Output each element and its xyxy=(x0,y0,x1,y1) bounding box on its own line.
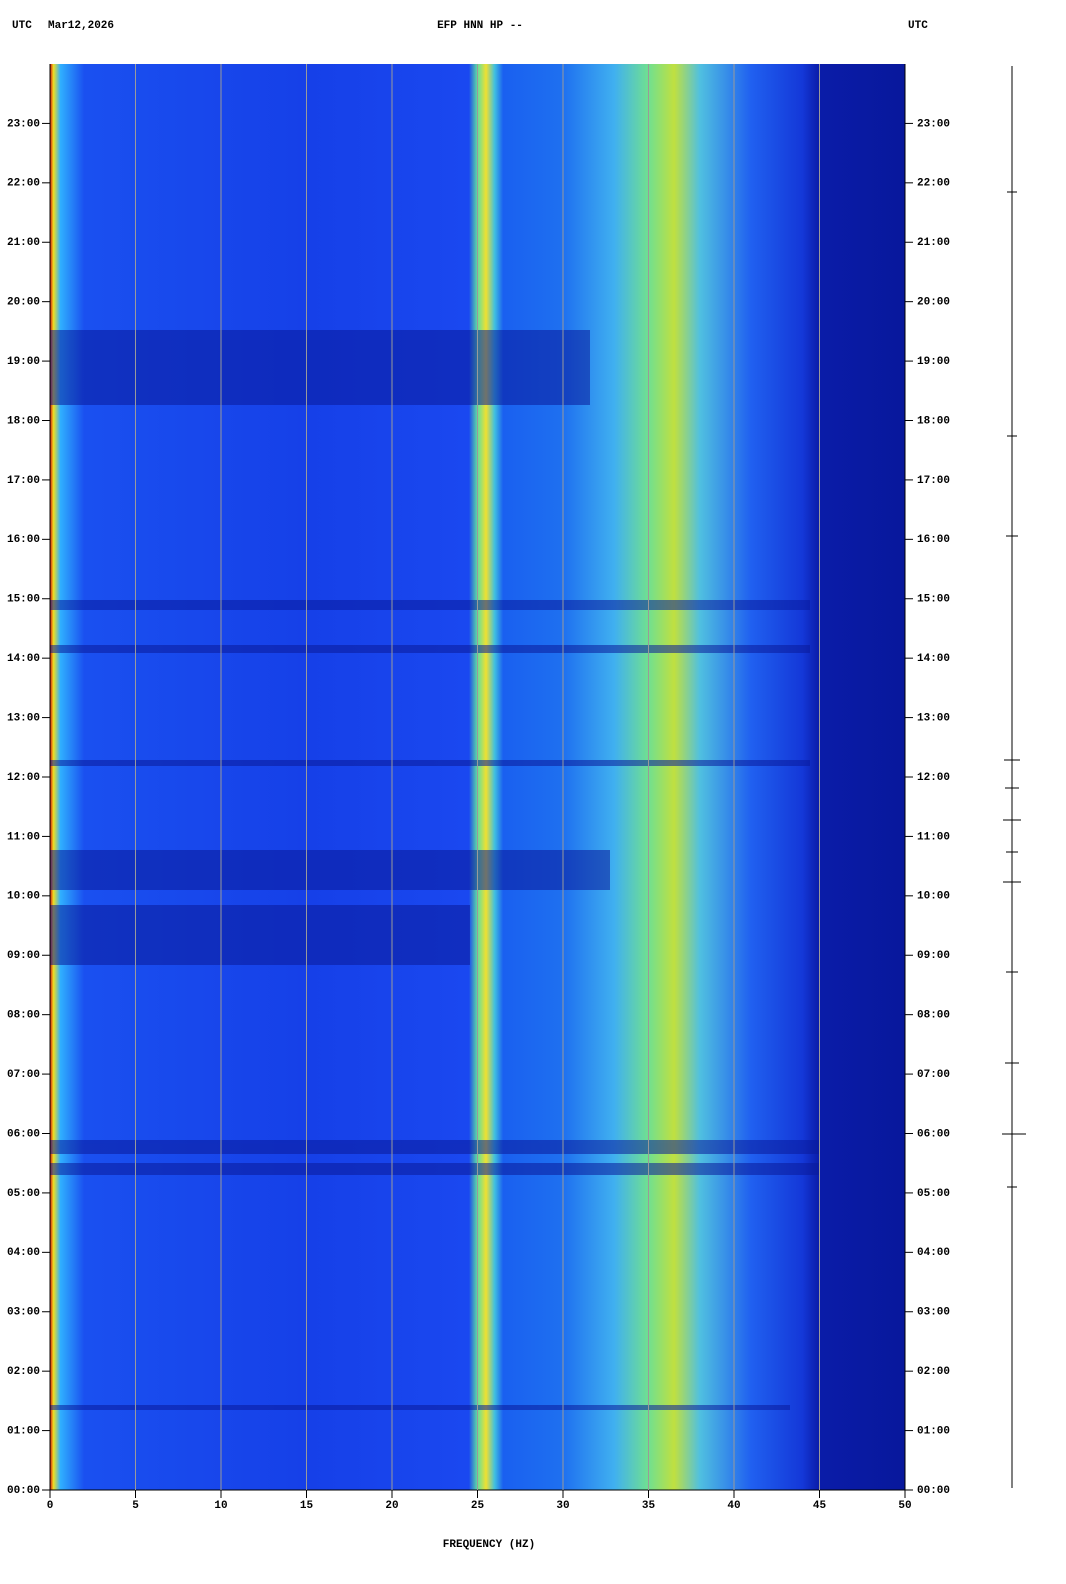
y-tick-label: 14:00 xyxy=(917,653,950,665)
y-tick-label: 01:00 xyxy=(7,1425,40,1437)
y-tick-label: 01:00 xyxy=(917,1425,950,1437)
y-tick-label: 10:00 xyxy=(917,891,950,903)
y-tick-label: 17:00 xyxy=(917,475,950,487)
y-tick-label: 18:00 xyxy=(7,415,40,427)
y-tick-label: 05:00 xyxy=(917,1188,950,1200)
y-tick-label: 06:00 xyxy=(917,1128,950,1140)
x-tick-label: 40 xyxy=(727,1500,740,1512)
dark-bands xyxy=(50,330,820,1410)
y-tick-label: 20:00 xyxy=(917,297,950,309)
x-tick-label: 30 xyxy=(556,1500,569,1512)
y-tick-label: 06:00 xyxy=(7,1128,40,1140)
y-tick-label: 15:00 xyxy=(917,594,950,606)
x-tick-label: 10 xyxy=(214,1500,227,1512)
x-axis-title: FREQUENCY (HZ) xyxy=(443,1539,535,1551)
y-tick-label: 04:00 xyxy=(7,1247,40,1259)
y-tick-label: 09:00 xyxy=(7,950,40,962)
y-tick-label: 17:00 xyxy=(7,475,40,487)
y-tick-label: 12:00 xyxy=(7,772,40,784)
x-tick-label: 45 xyxy=(813,1500,827,1512)
x-tick-label: 25 xyxy=(471,1500,485,1512)
y-tick-label: 02:00 xyxy=(917,1366,950,1378)
y-tick-label: 10:00 xyxy=(7,891,40,903)
y-tick-label: 20:00 xyxy=(7,297,40,309)
x-tick-label: 5 xyxy=(132,1500,139,1512)
y-tick-label: 19:00 xyxy=(917,356,950,368)
date-label: Mar12,2026 xyxy=(48,20,114,32)
y-tick-label: 08:00 xyxy=(7,1010,40,1022)
x-tick-label: 0 xyxy=(47,1500,54,1512)
y-tick-label: 21:00 xyxy=(7,237,40,249)
y-tick-label: 23:00 xyxy=(917,118,950,130)
chart-title: EFP HNN HP -- xyxy=(437,20,523,32)
utc-label: UTC xyxy=(908,20,928,32)
y-tick-label: 16:00 xyxy=(917,534,950,546)
y-tick-label: 15:00 xyxy=(7,594,40,606)
y-tick-label: 16:00 xyxy=(7,534,40,546)
y-tick-label: 02:00 xyxy=(7,1366,40,1378)
y-tick-label: 07:00 xyxy=(917,1069,950,1081)
y-tick-label: 19:00 xyxy=(7,356,40,368)
x-tick-label: 50 xyxy=(898,1500,911,1512)
x-tick-label: 15 xyxy=(300,1500,314,1512)
y-tick-label: 22:00 xyxy=(917,178,950,190)
y-tick-label: 00:00 xyxy=(917,1485,950,1497)
y-tick-label: 03:00 xyxy=(917,1307,950,1319)
x-tick-label: 35 xyxy=(642,1500,656,1512)
y-tick-label: 05:00 xyxy=(7,1188,40,1200)
y-tick-label: 18:00 xyxy=(917,415,950,427)
y-tick-label: 03:00 xyxy=(7,1307,40,1319)
y-tick-label: 12:00 xyxy=(917,772,950,784)
seismic-trace xyxy=(1002,66,1026,1488)
y-tick-label: 07:00 xyxy=(7,1069,40,1081)
y-tick-label: 23:00 xyxy=(7,118,40,130)
y-tick-label: 08:00 xyxy=(917,1010,950,1022)
y-tick-label: 11:00 xyxy=(7,831,40,843)
y-tick-label: 22:00 xyxy=(7,178,40,190)
y-tick-label: 21:00 xyxy=(917,237,950,249)
y-tick-label: 11:00 xyxy=(917,831,950,843)
x-tick-label: 20 xyxy=(385,1500,398,1512)
y-tick-label: 14:00 xyxy=(7,653,40,665)
y-tick-label: 13:00 xyxy=(7,712,40,724)
y-tick-label: 00:00 xyxy=(7,1485,40,1497)
y-tick-label: 13:00 xyxy=(917,712,950,724)
utc-label: UTC xyxy=(12,20,32,32)
y-tick-label: 04:00 xyxy=(917,1247,950,1259)
y-tick-label: 09:00 xyxy=(917,950,950,962)
